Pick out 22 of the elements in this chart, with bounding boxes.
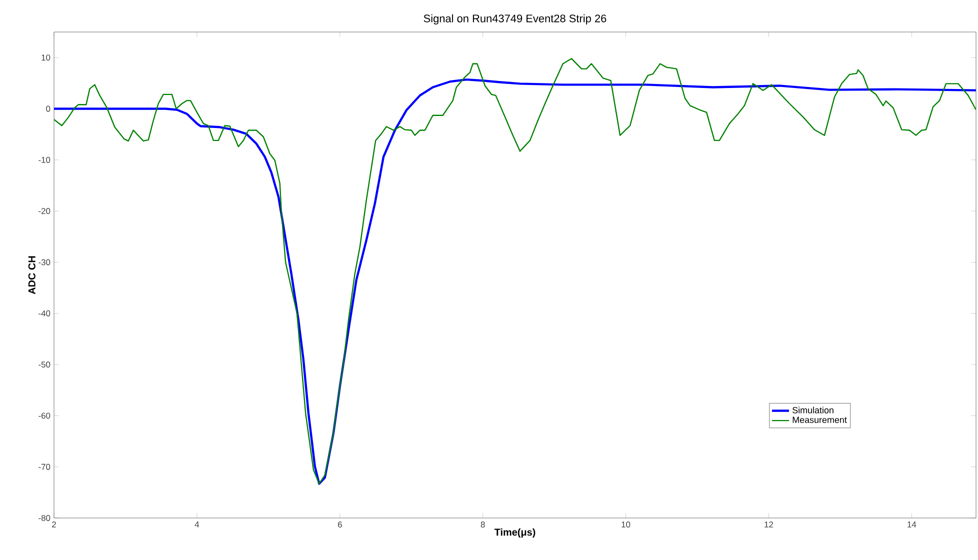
legend-label: Simulation — [792, 406, 834, 414]
y-axis-title: ADC CH — [28, 256, 36, 294]
y-tick-label: 0 — [46, 106, 50, 112]
x-tick-label: 4 — [194, 522, 200, 528]
y-tick-label: -10 — [38, 156, 50, 163]
x-tick-label: 8 — [480, 522, 485, 528]
y-tick-label: 10 — [42, 54, 50, 61]
x-tick-label: 12 — [764, 522, 774, 528]
y-tick-label: -60 — [38, 412, 50, 419]
x-tick-label: 6 — [338, 522, 342, 528]
y-tick-label: -30 — [38, 259, 50, 266]
y-tick-label: -50 — [38, 362, 50, 368]
legend-label: Measurement — [792, 416, 847, 423]
x-tick-label: 2 — [52, 522, 56, 528]
x-axis-title: Time(μs) — [494, 528, 536, 538]
x-tick-label: 14 — [908, 522, 916, 528]
y-tick-label: -20 — [38, 208, 50, 214]
y-tick-label: -80 — [38, 515, 50, 521]
y-tick-label: -70 — [38, 464, 50, 470]
y-tick-label: -40 — [38, 310, 50, 316]
chart-title: Signal on Run43749 Event28 Strip 26 — [424, 14, 606, 24]
x-tick-label: 10 — [622, 522, 630, 528]
